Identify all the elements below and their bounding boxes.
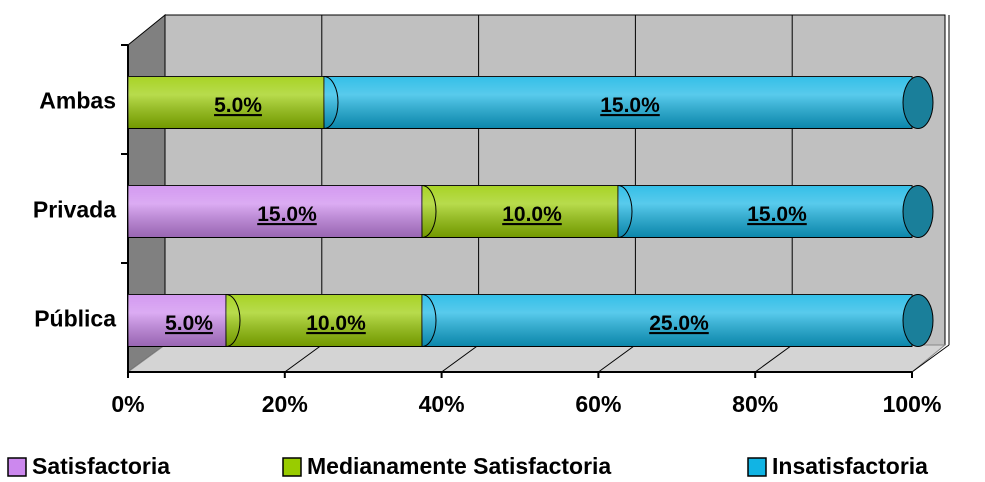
data-label: 15.0% — [600, 94, 660, 117]
bar-cap — [902, 76, 934, 129]
data-label: 5.0% — [214, 94, 262, 117]
segment-edge — [421, 185, 437, 238]
data-label: 10.0% — [306, 312, 366, 335]
floor-line — [441, 344, 479, 373]
data-label: 25.0% — [649, 312, 709, 335]
y-tick-label: Pública — [34, 306, 116, 332]
x-tick-label: 20% — [262, 391, 308, 417]
floor-line — [911, 344, 950, 373]
data-label: 15.0% — [747, 203, 807, 226]
data-label: 15.0% — [257, 203, 317, 226]
x-tick-label: 0% — [111, 391, 144, 417]
bar-shade — [422, 294, 912, 347]
segment-edge — [617, 185, 633, 238]
bar-shade — [128, 185, 422, 238]
bar-cap — [902, 294, 934, 347]
floor — [126, 344, 947, 373]
bar-shade — [422, 185, 618, 238]
x-tick-label: 40% — [419, 391, 465, 417]
segment-edge — [225, 294, 241, 347]
bar-shade — [226, 294, 422, 347]
y-tick-label: Ambas — [39, 88, 116, 114]
bar-shade — [128, 76, 324, 129]
segment-edge — [323, 76, 339, 129]
data-label: 10.0% — [502, 203, 562, 226]
floor-line — [284, 344, 323, 373]
bar-shade — [324, 76, 912, 129]
y-tick-label: Privada — [33, 197, 116, 223]
floor-line — [598, 344, 636, 373]
segment-edge — [421, 294, 437, 347]
legend-label: Insatisfactoria — [772, 453, 928, 479]
legend-label: Satisfactoria — [32, 453, 170, 479]
bar-cap — [902, 185, 934, 238]
floor-line — [754, 344, 793, 373]
legend-label: Medianamente Satisfactoria — [307, 453, 611, 479]
legend-swatch — [747, 457, 767, 477]
x-tick-label: 80% — [732, 391, 778, 417]
bar-shade — [618, 185, 912, 238]
x-tick-label: 60% — [575, 391, 621, 417]
x-tick-label: 100% — [883, 391, 942, 417]
bar-shade — [128, 294, 226, 347]
legend-swatch — [7, 457, 27, 477]
legend-swatch — [282, 457, 302, 477]
data-label: 5.0% — [165, 312, 213, 335]
